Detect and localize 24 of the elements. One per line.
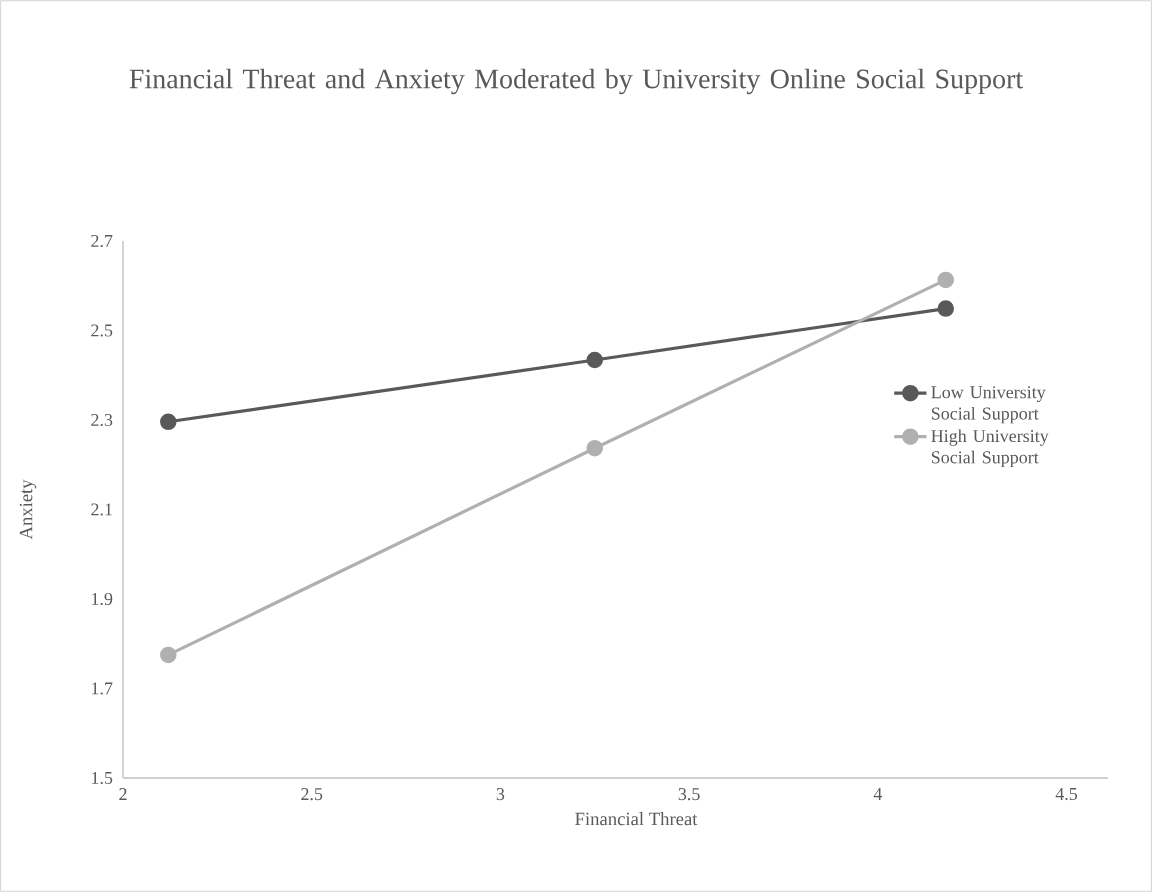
legend-label: Low University Social Support (931, 386, 1046, 424)
y-tick-label: 2.5 (91, 324, 113, 337)
point (586, 439, 604, 457)
legend-label: High University Social Support (931, 429, 1049, 468)
y-tick-label: 2.1 (91, 503, 112, 516)
point (160, 646, 177, 664)
chart-title: Financial Threat and Anxiety Moderated by University Online Social Support (129, 68, 1024, 95)
x-axis-title: Financial Threat (575, 812, 698, 826)
x-tick-label: 4 (873, 788, 883, 800)
point (937, 300, 954, 317)
point (160, 413, 177, 431)
x-tick-label: 3.5 (678, 788, 700, 801)
y-tick-label: 1.5 (92, 771, 113, 785)
point (586, 351, 604, 369)
y-axis-title: Anxiety (19, 479, 37, 540)
x-tick-label: 2.5 (301, 788, 323, 801)
y-tick-label: 2.7 (91, 234, 113, 248)
y-tick-label: 1.9 (92, 592, 113, 606)
y-tick-label: 2.3 (91, 413, 113, 427)
y-tick-label: 1.7 (92, 682, 113, 695)
point (937, 271, 954, 289)
x-tick-label: 4.5 (1055, 788, 1078, 801)
x-tick-label: 3 (496, 788, 505, 801)
x-tick-label: 2 (119, 788, 127, 800)
